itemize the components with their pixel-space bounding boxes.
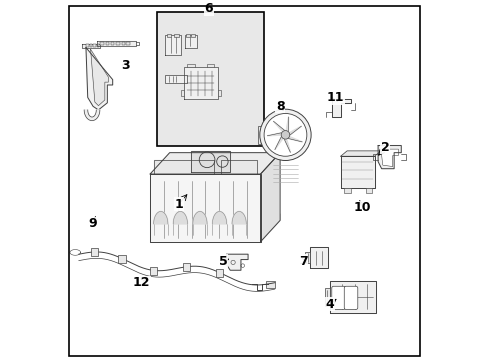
- Polygon shape: [329, 281, 376, 313]
- Bar: [183, 263, 190, 271]
- Text: 3: 3: [121, 59, 129, 72]
- Polygon shape: [340, 151, 380, 156]
- Polygon shape: [285, 135, 302, 142]
- Bar: [165, 75, 186, 83]
- Polygon shape: [340, 156, 374, 188]
- Text: 6: 6: [204, 2, 213, 15]
- Bar: [187, 64, 194, 67]
- Polygon shape: [267, 133, 285, 136]
- Bar: [122, 41, 125, 45]
- Polygon shape: [274, 135, 285, 150]
- Bar: [89, 44, 92, 47]
- Circle shape: [259, 109, 310, 161]
- Bar: [305, 252, 310, 263]
- Polygon shape: [221, 160, 256, 174]
- Text: 8: 8: [275, 100, 284, 113]
- Text: 11: 11: [326, 91, 344, 104]
- Bar: [186, 35, 190, 37]
- Bar: [111, 41, 114, 45]
- Text: 10: 10: [353, 201, 370, 215]
- Bar: [191, 35, 194, 37]
- Bar: [86, 44, 89, 47]
- Polygon shape: [173, 211, 187, 224]
- Polygon shape: [285, 117, 288, 135]
- Polygon shape: [165, 35, 181, 55]
- Bar: [216, 269, 223, 277]
- Bar: [91, 248, 98, 256]
- Polygon shape: [150, 153, 280, 174]
- Polygon shape: [153, 160, 214, 174]
- Bar: [265, 281, 274, 288]
- Text: 2: 2: [380, 141, 389, 154]
- Bar: [100, 41, 103, 45]
- Polygon shape: [82, 44, 100, 48]
- Polygon shape: [192, 211, 207, 224]
- FancyBboxPatch shape: [344, 286, 357, 310]
- Polygon shape: [260, 153, 280, 242]
- Polygon shape: [273, 121, 285, 135]
- Polygon shape: [97, 41, 136, 46]
- Bar: [181, 90, 183, 96]
- Polygon shape: [377, 145, 401, 169]
- Bar: [126, 41, 129, 45]
- Bar: [207, 64, 214, 67]
- Text: 1: 1: [174, 198, 183, 211]
- Bar: [324, 288, 329, 306]
- Polygon shape: [183, 67, 217, 99]
- Bar: [157, 12, 264, 145]
- Polygon shape: [153, 211, 167, 224]
- Bar: [365, 188, 371, 193]
- Bar: [257, 126, 264, 144]
- Polygon shape: [84, 110, 100, 121]
- Polygon shape: [226, 254, 247, 270]
- Polygon shape: [310, 247, 327, 269]
- Circle shape: [281, 131, 289, 139]
- Polygon shape: [331, 99, 351, 117]
- Bar: [149, 267, 157, 275]
- Polygon shape: [191, 151, 230, 172]
- Polygon shape: [86, 48, 112, 110]
- Polygon shape: [212, 211, 226, 224]
- Polygon shape: [284, 135, 290, 152]
- Bar: [116, 41, 120, 45]
- Text: 4: 4: [325, 298, 334, 311]
- Bar: [93, 44, 96, 47]
- Bar: [118, 255, 125, 263]
- Bar: [217, 90, 220, 96]
- Bar: [174, 34, 178, 37]
- Polygon shape: [232, 211, 246, 224]
- Bar: [105, 41, 109, 45]
- Bar: [344, 188, 350, 193]
- Text: 9: 9: [89, 217, 97, 230]
- Polygon shape: [380, 149, 398, 167]
- Text: 7: 7: [298, 255, 307, 268]
- Text: 12: 12: [132, 276, 150, 289]
- Polygon shape: [285, 126, 301, 135]
- Text: 5: 5: [218, 255, 227, 268]
- Circle shape: [264, 113, 306, 156]
- Polygon shape: [184, 35, 197, 48]
- Bar: [167, 34, 171, 37]
- Bar: [97, 44, 99, 47]
- Polygon shape: [150, 174, 260, 242]
- FancyBboxPatch shape: [331, 286, 345, 310]
- Polygon shape: [90, 49, 108, 105]
